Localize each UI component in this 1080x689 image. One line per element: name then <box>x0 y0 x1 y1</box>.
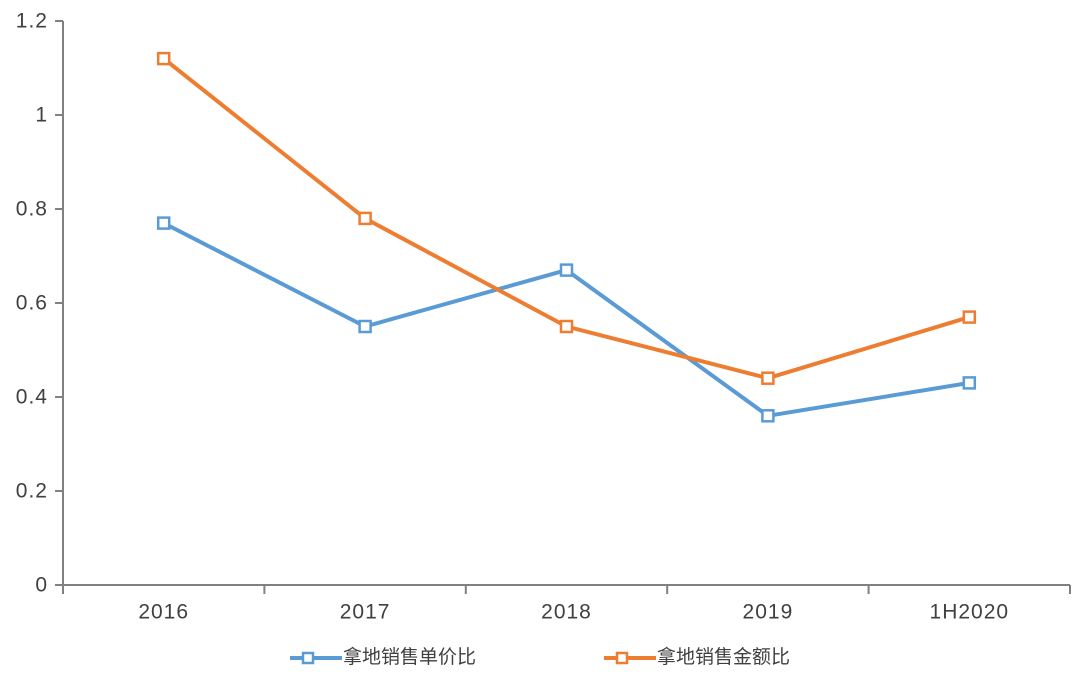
y-tick-label: 0.8 <box>16 198 48 221</box>
legend-line-marker-icon <box>289 651 342 665</box>
y-tick-label: 1 <box>35 104 48 127</box>
chart-legend: 拿地销售单价比 拿地销售金额比 <box>0 646 1080 670</box>
x-tick-label: 2016 <box>138 601 189 624</box>
legend-item[interactable]: 拿地销售单价比 <box>289 646 476 670</box>
data-point-marker <box>559 319 574 334</box>
data-point-marker <box>559 263 574 277</box>
x-tick-label: 2018 <box>541 601 592 624</box>
data-point-marker <box>358 211 372 226</box>
legend-square-marker <box>301 651 315 665</box>
legend-square-marker <box>615 651 629 665</box>
data-point-marker <box>156 51 171 66</box>
series-line <box>161 221 972 418</box>
x-tick-label: 1H2020 <box>930 601 1010 624</box>
y-tick-label: 1.2 <box>16 10 48 33</box>
y-tick-label: 0 <box>35 574 48 597</box>
y-tick-label: 0.4 <box>16 386 48 409</box>
data-point-marker <box>358 319 372 334</box>
data-point-marker <box>156 216 171 230</box>
legend-label: 拿地销售金额比 <box>657 647 791 668</box>
data-point-marker <box>761 409 775 423</box>
x-tick-label: 2017 <box>340 601 391 624</box>
y-tick-label: 0.2 <box>16 480 48 503</box>
x-tick-label: 2019 <box>743 601 794 624</box>
data-point-marker <box>962 310 977 324</box>
data-point-marker <box>761 371 775 385</box>
legend-line-marker-icon <box>604 651 656 665</box>
legend-label: 拿地销售单价比 <box>342 647 476 668</box>
y-tick-label: 0.6 <box>16 292 48 315</box>
legend-item[interactable]: 拿地销售金额比 <box>604 646 790 670</box>
data-point-marker <box>962 376 977 390</box>
